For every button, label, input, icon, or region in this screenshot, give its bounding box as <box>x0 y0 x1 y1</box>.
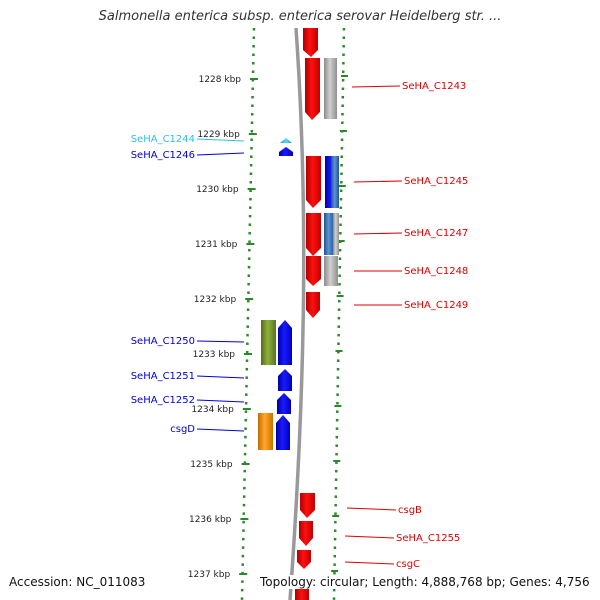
gene-label[interactable]: csgD <box>170 424 195 435</box>
tick-label: 1232 kbp <box>194 295 237 305</box>
tick-label: 1234 kbp <box>191 405 234 415</box>
forward-features <box>295 28 339 600</box>
tick-label: 1229 kbp <box>197 130 240 140</box>
gene-block <box>324 256 338 286</box>
gene-arrow <box>306 213 321 256</box>
tick-label: 1237 kbp <box>188 570 231 580</box>
gene-arrow <box>278 320 292 365</box>
leader-line <box>353 232 403 235</box>
tick-label: 1231 kbp <box>195 240 238 250</box>
gene-arrow <box>279 147 293 156</box>
leader-line <box>196 340 245 343</box>
gene-arrow <box>299 521 313 546</box>
gene-label[interactable]: SeHA_C1250 <box>131 336 195 347</box>
genome-backbone <box>288 27 306 600</box>
leader-line <box>344 561 395 565</box>
leader-line <box>196 152 245 156</box>
gene-arrow <box>297 550 311 569</box>
tick-label: 1235 kbp <box>190 460 233 470</box>
gene-arrow <box>306 156 321 208</box>
ruler-ticks: 1228 kbp 1229 kbp 1230 kbp 1231 kbp 1232 kbp… <box>188 75 348 580</box>
ruler-right <box>332 27 346 600</box>
gene-arrow <box>306 256 321 286</box>
gene-block <box>331 156 339 208</box>
gene-block <box>324 58 337 119</box>
gene-arrow <box>277 393 291 414</box>
map-title: Salmonella enterica subsp. enterica sero… <box>98 9 502 24</box>
gene-arrow <box>276 415 290 450</box>
gene-label[interactable]: SeHA_C1243 <box>402 81 466 92</box>
gene-label[interactable]: SeHA_C1245 <box>404 176 468 187</box>
ruler-left <box>240 27 256 600</box>
gene-arrow <box>303 28 318 57</box>
gene-label[interactable]: SeHA_C1252 <box>131 395 195 406</box>
gene-arrow <box>306 292 320 318</box>
gene-label[interactable]: csgC <box>396 559 420 570</box>
gene-arrow <box>280 138 292 143</box>
gene-arrow <box>300 493 315 518</box>
tick-label: 1233 kbp <box>193 350 236 360</box>
gene-label[interactable]: csgB <box>398 505 422 516</box>
leader-line <box>196 399 245 403</box>
leader-line <box>196 375 245 379</box>
gene-label[interactable]: SeHA_C1249 <box>404 300 468 311</box>
leader-line <box>346 507 397 511</box>
gene-label[interactable]: SeHA_C1248 <box>404 266 468 277</box>
gene-block <box>261 320 276 365</box>
leader-line <box>196 138 245 142</box>
tick-label: 1230 kbp <box>196 185 239 195</box>
gene-label[interactable]: SeHA_C1251 <box>131 371 195 382</box>
gene-block <box>324 213 334 255</box>
gene-block <box>333 213 339 255</box>
tick-label: 1228 kbp <box>199 75 242 85</box>
gene-block <box>258 413 273 450</box>
gene-arrow <box>305 58 320 120</box>
left-gene-labels: SeHA_C1244 SeHA_C1246 SeHA_C1250 SeHA_C1251… <box>131 134 245 435</box>
gene-arrow <box>278 369 292 391</box>
tick-label: 1236 kbp <box>189 515 232 525</box>
gene-label[interactable]: SeHA_C1244 <box>131 134 195 145</box>
leader-line <box>353 180 403 183</box>
gene-label[interactable]: SeHA_C1246 <box>131 150 195 161</box>
leader-line <box>196 428 245 432</box>
gene-label[interactable]: SeHA_C1247 <box>404 228 468 239</box>
right-gene-labels: SeHA_C1243 SeHA_C1245 SeHA_C1247 SeHA_C1248… <box>344 81 468 570</box>
reverse-features <box>258 138 293 450</box>
topology-text: Topology: circular; Length: 4,888,768 bp… <box>260 575 590 589</box>
accession-text: Accession: NC_011083 <box>9 575 146 589</box>
leader-line <box>344 535 395 539</box>
gene-label[interactable]: SeHA_C1255 <box>396 533 460 544</box>
leader-line <box>351 85 401 88</box>
